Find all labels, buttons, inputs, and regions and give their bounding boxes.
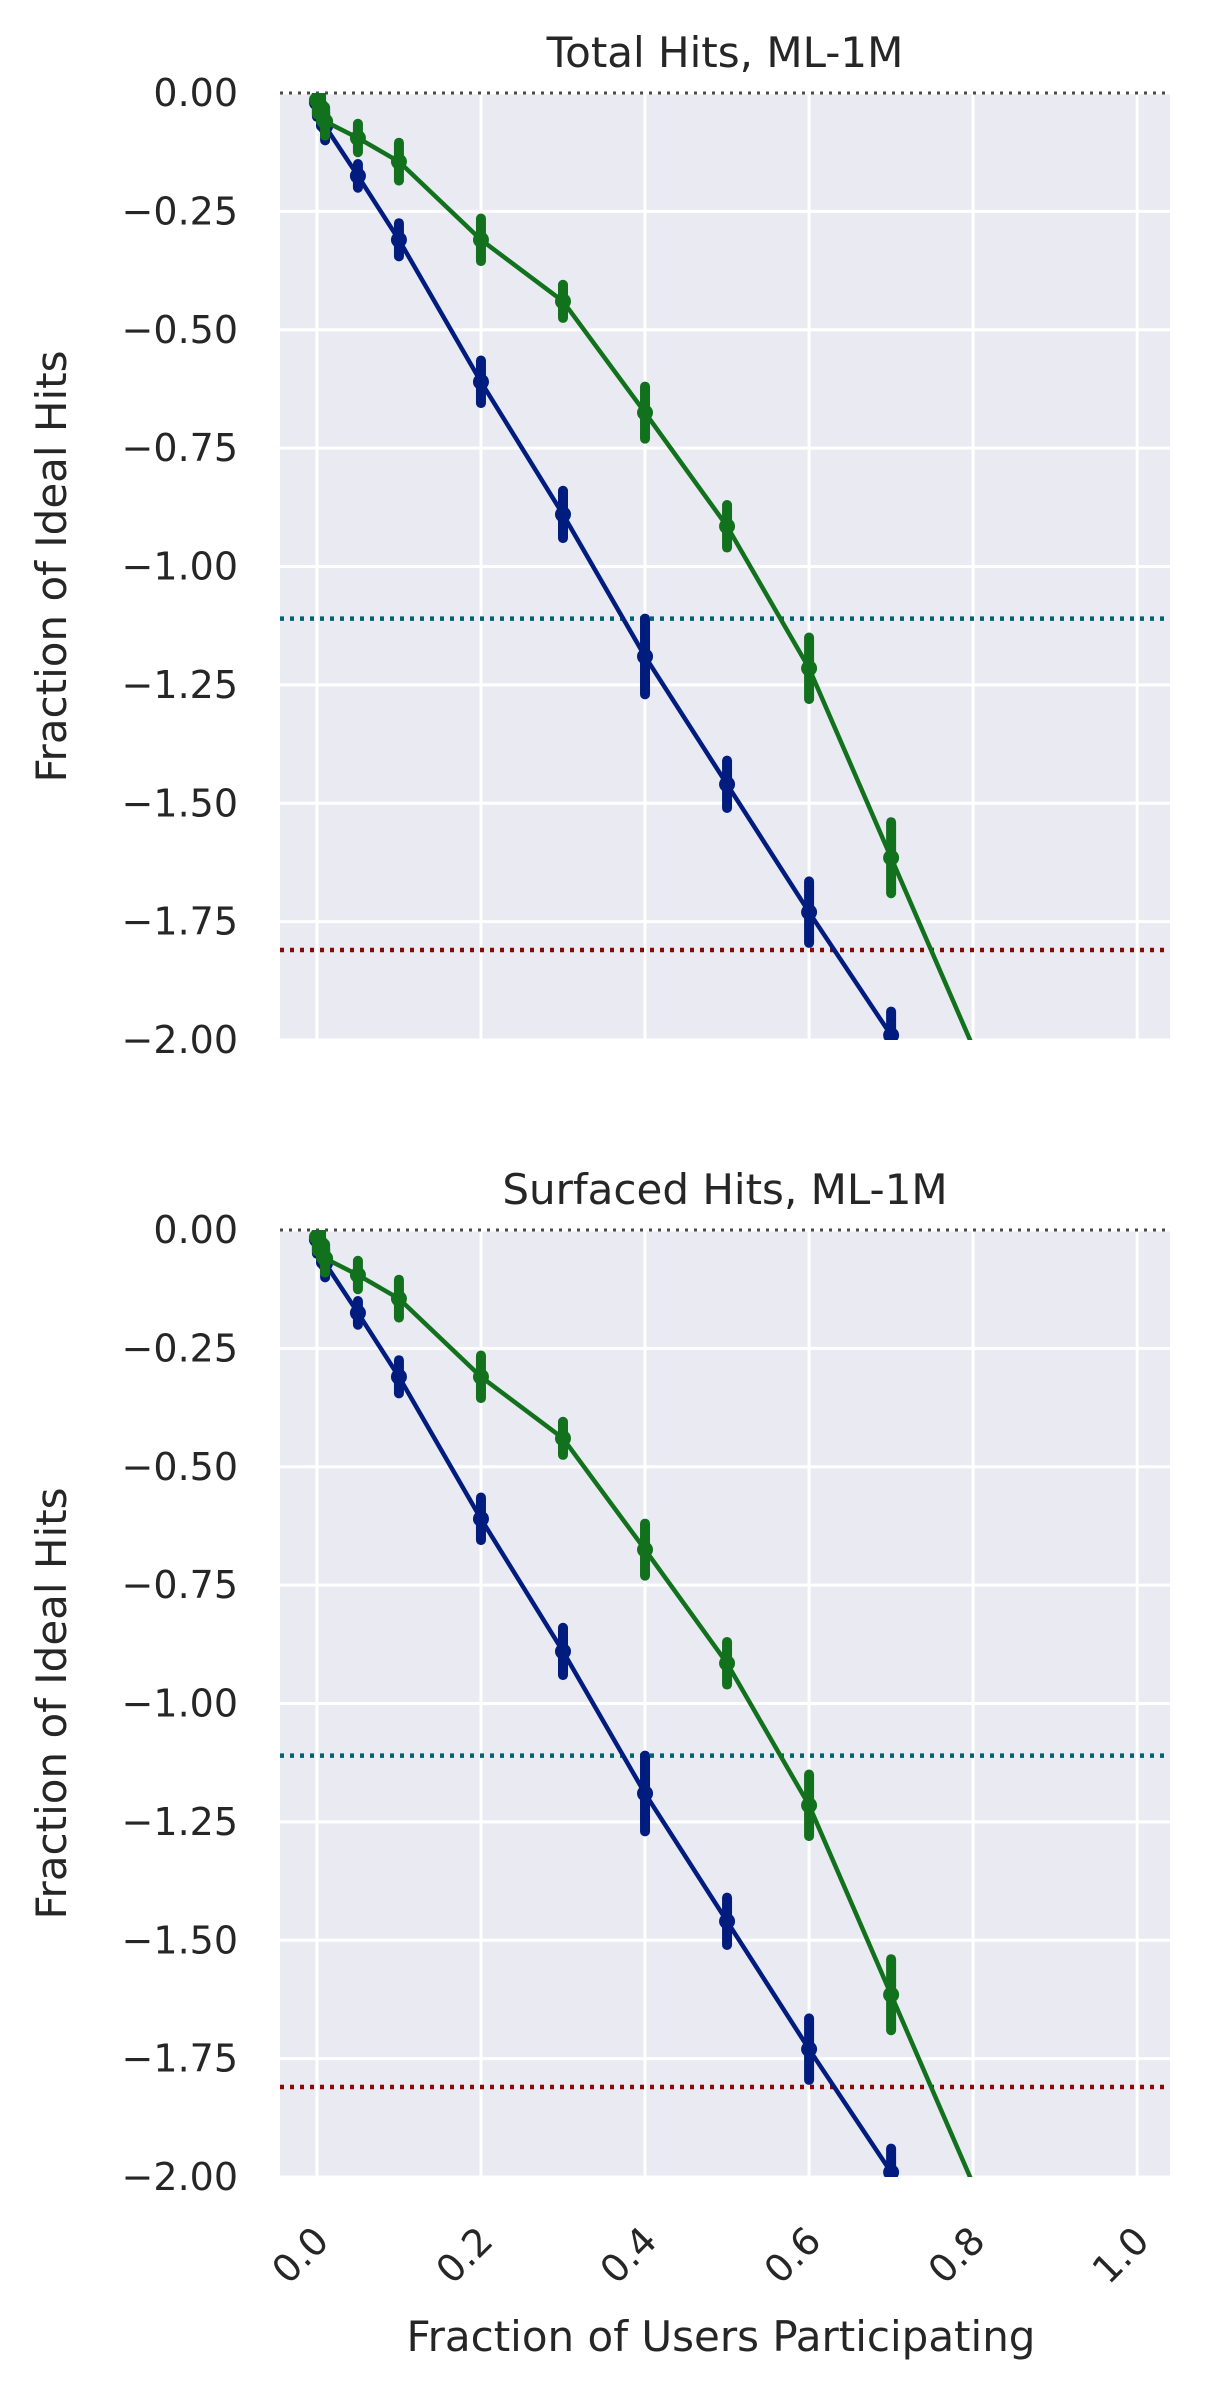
y-tick-label-4: −1.00: [122, 545, 238, 589]
y-tick-label-0: 0.00: [153, 1208, 238, 1252]
series-2-point-4: [390, 153, 407, 170]
series-1-point-5: [472, 1510, 489, 1527]
series-1-point-7: [637, 648, 654, 665]
y-tick-label-6: −1.50: [122, 1918, 238, 1962]
y-axis-label: Fraction of Ideal Hits: [27, 350, 76, 782]
y-tick-label-3: −0.75: [122, 1563, 238, 1607]
series-2-point-5: [472, 1368, 489, 1385]
series-2-point-9: [801, 1797, 818, 1814]
series-1-point-9: [801, 2041, 818, 2058]
y-tick-label-5: −1.25: [122, 1800, 238, 1844]
y-tick-label-2: −0.50: [122, 1445, 238, 1489]
series-1-point-10: [883, 2164, 900, 2177]
series-2-point-5: [472, 231, 489, 248]
x-axis-label: Fraction of Users Participating: [407, 2312, 1036, 2361]
y-tick-label-6: −1.50: [122, 781, 238, 825]
series-1-point-10: [883, 1027, 900, 1040]
y-tick-label-7: −1.75: [122, 2037, 238, 2081]
series-2-point-9: [801, 660, 818, 677]
panel-1: Total Hits, ML-1M 0.00 −0.25 −0.50 −0.75 −1.0…: [27, 28, 1170, 1062]
series-2-point-8: [719, 518, 736, 535]
series-2-point-7: [637, 404, 654, 421]
panels: Total Hits, ML-1M 0.00 −0.25 −0.50 −0.75 −1.0…: [27, 28, 1170, 2292]
series-2-point-2: [317, 1250, 334, 1267]
y-tick-label-8: −2.00: [122, 2155, 238, 2199]
y-tick-label-0: 0.00: [153, 71, 238, 115]
y-tick-label-7: −1.75: [122, 900, 238, 944]
series-1-point-5: [472, 373, 489, 390]
series-2-point-6: [554, 293, 571, 310]
plot-content: [308, 93, 973, 1040]
series-2-point-10: [883, 849, 900, 866]
series-1-point-8: [719, 1913, 736, 1930]
series-1-point-7: [637, 1785, 654, 1802]
panel-2: Surfaced Hits, ML-1M 0.00 −0.25 −0.50 −0.75 −…: [27, 1165, 1170, 2292]
series-2-point-6: [554, 1430, 571, 1447]
series-1-point-4: [390, 231, 407, 248]
series-2-point-4: [390, 1290, 407, 1307]
series-2-point-7: [637, 1541, 654, 1558]
series-1-point-6: [554, 1643, 571, 1660]
y-tick-label-8: −2.00: [122, 1018, 238, 1062]
y-tick-label-5: −1.25: [122, 663, 238, 707]
series-1-point-4: [390, 1368, 407, 1385]
y-tick-label-1: −0.25: [122, 189, 238, 233]
y-tick-label-2: −0.50: [122, 308, 238, 352]
series-2-point-10: [883, 1986, 900, 2003]
y-tick-label-1: −0.25: [122, 1326, 238, 1370]
series-1-point-9: [801, 904, 818, 921]
y-tick-label-4: −1.00: [122, 1682, 238, 1726]
y-tick-label-3: −0.75: [122, 426, 238, 470]
y-axis-label: Fraction of Ideal Hits: [27, 1487, 76, 1919]
panel-title: Total Hits, ML-1M: [546, 28, 904, 77]
plot-content: [308, 1230, 973, 2177]
series-2-point-3: [349, 1266, 366, 1283]
series-1-point-6: [554, 506, 571, 523]
series-1-point-3: [349, 1304, 366, 1321]
series-1-point-3: [349, 167, 366, 184]
series-2-point-8: [719, 1655, 736, 1672]
series-1-point-8: [719, 776, 736, 793]
series-2-point-3: [349, 129, 366, 146]
panel-title: Surfaced Hits, ML-1M: [502, 1165, 947, 1214]
series-2-point-2: [317, 113, 334, 130]
